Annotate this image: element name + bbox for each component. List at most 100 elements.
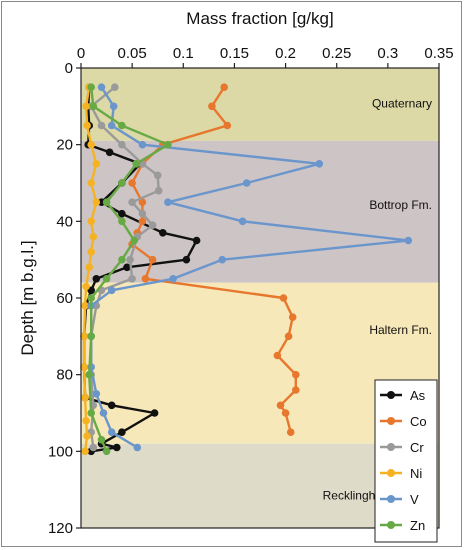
x-tick-label: 0.25 [322, 45, 351, 62]
legend-item-cr: Cr [380, 440, 424, 455]
point-ni-4 [92, 160, 101, 168]
legend-label: V [410, 492, 419, 507]
point-v-17 [107, 428, 116, 437]
point-zn-11 [87, 294, 95, 302]
x-axis-title: Mass fraction [g/kg] [186, 9, 333, 28]
point-co-5 [128, 179, 136, 187]
point-v-3 [138, 140, 147, 149]
point-as-8 [118, 209, 126, 218]
point-cr-19 [89, 443, 98, 452]
y-tick-label: 120 [48, 520, 73, 537]
point-zn-0 [87, 83, 95, 91]
zone-label-bottrop-fm: Bottrop Fm. [369, 198, 432, 212]
y-axis-title: Depth [m b.g.l.] [18, 240, 37, 355]
point-v-10 [169, 275, 177, 283]
point-v-15 [92, 390, 101, 398]
point-zn-5 [118, 179, 126, 187]
point-as-4 [105, 148, 114, 157]
point-as-12 [123, 263, 131, 272]
point-co-11 [141, 275, 150, 283]
point-cr-2 [97, 121, 106, 130]
legend-label: Co [410, 414, 427, 429]
legend-swatch-marker [387, 417, 395, 425]
point-zn-15 [97, 436, 106, 444]
point-as-20 [150, 409, 159, 417]
point-v-18 [133, 443, 142, 452]
point-cr-7 [128, 198, 136, 206]
point-ni-5 [87, 179, 95, 187]
point-v-5 [242, 179, 251, 187]
legend-swatch-marker [387, 391, 395, 399]
zone-label-quaternary: Quaternary [372, 96, 432, 110]
point-v-2 [107, 121, 116, 130]
point-v-4 [315, 160, 324, 168]
axes-layer: 0 0.05 0.1 0.15 0.2 0.25 0.3 0.35 0 20 40 60 80 100 12… [48, 45, 454, 537]
point-ni-11 [82, 282, 90, 291]
legend-item-as: As [380, 388, 426, 403]
legend-swatch-marker [387, 495, 395, 503]
point-as-11 [182, 255, 191, 264]
y-tick-label: 20 [56, 137, 73, 154]
point-v-1 [109, 102, 118, 111]
point-co-7 [138, 217, 147, 226]
point-cr-0 [111, 83, 119, 91]
point-co-6 [138, 198, 147, 206]
y-tick-label: 80 [56, 367, 73, 384]
point-co-1 [208, 102, 216, 111]
point-zn-8 [130, 236, 138, 245]
point-ni-2 [83, 121, 91, 130]
point-cr-12 [128, 275, 136, 283]
point-v-7 [238, 217, 247, 226]
point-zn-3 [164, 140, 172, 149]
y-tick-label: 100 [48, 443, 73, 460]
legend-swatch-marker [387, 469, 395, 477]
point-v-8 [404, 236, 413, 245]
legend-swatch-marker [387, 521, 395, 529]
point-co-18 [276, 401, 285, 410]
x-tick-label: 0.2 [275, 45, 296, 62]
point-cr-8 [138, 209, 147, 218]
point-ni-14 [80, 363, 88, 371]
series-zn [85, 83, 172, 456]
legend: As Co Cr Ni V Zn [374, 379, 438, 543]
y-tick-label: 60 [56, 290, 73, 307]
legend-item-ni: Ni [380, 466, 422, 481]
point-co-16 [292, 370, 300, 379]
legend-item-co: Co [380, 414, 427, 429]
point-ni-10 [85, 263, 93, 272]
point-as-10 [192, 236, 201, 245]
point-ni-18 [81, 447, 89, 456]
legend-item-zn: Zn [380, 518, 425, 533]
y-tick-label: 40 [56, 213, 73, 230]
point-zn-16 [102, 447, 111, 456]
point-ni-6 [92, 198, 101, 206]
x-tick-label: 0.15 [220, 45, 249, 62]
point-as-9 [159, 229, 167, 237]
point-cr-9 [148, 221, 157, 229]
y-tick-label: 0 [65, 60, 73, 77]
point-co-12 [279, 294, 288, 302]
point-as-13 [92, 275, 101, 283]
point-ni-17 [83, 432, 91, 440]
x-tick-label: 0.35 [424, 45, 453, 62]
legend-label: Ni [410, 466, 422, 481]
legend-box [374, 379, 438, 543]
point-zn-1 [89, 102, 98, 111]
point-ni-3 [87, 140, 95, 149]
point-v-6 [164, 198, 172, 206]
point-ni-1 [82, 102, 90, 111]
point-ni-12 [81, 301, 89, 310]
point-co-14 [284, 332, 293, 341]
point-co-15 [273, 351, 282, 360]
point-as-23 [113, 443, 121, 452]
point-v-11 [107, 286, 116, 295]
point-co-10 [148, 255, 157, 264]
point-co-0 [220, 83, 228, 91]
point-zn-14 [87, 409, 95, 417]
legend-label: Zn [410, 518, 425, 533]
legend-label: As [410, 388, 426, 403]
series-v [87, 83, 413, 452]
point-v-0 [97, 83, 106, 91]
